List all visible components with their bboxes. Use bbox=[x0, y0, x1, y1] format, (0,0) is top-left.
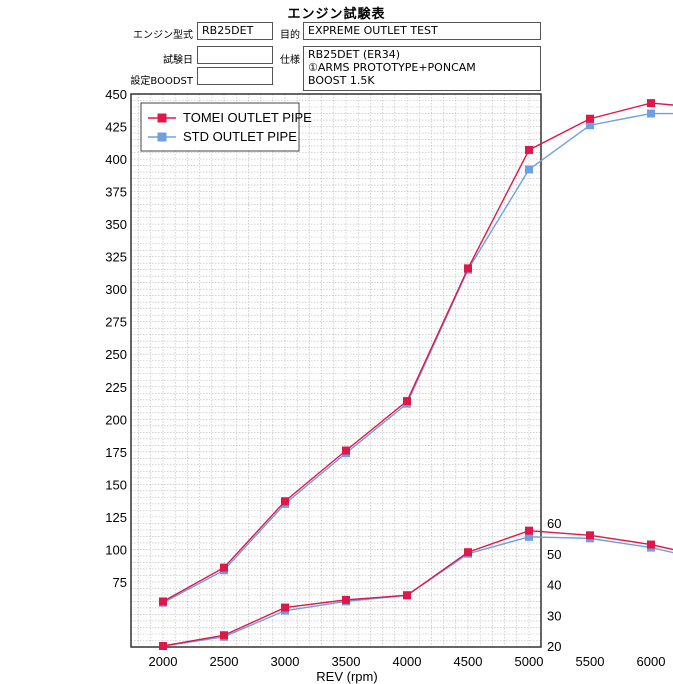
y-tick-left: 400 bbox=[105, 152, 127, 167]
data-point-tomei-right bbox=[342, 595, 350, 604]
data-point-tomei-right bbox=[586, 531, 594, 540]
series-line-std-left bbox=[162, 112, 673, 604]
x-tick: 4000 bbox=[393, 654, 422, 669]
x-tick: 5500 bbox=[576, 654, 605, 669]
data-point-tomei-left bbox=[159, 597, 167, 606]
data-point-tomei-right bbox=[220, 631, 228, 640]
legend-label-tomei: TOMEI OUTLET PIPE bbox=[183, 110, 312, 125]
series-line-tomei-left bbox=[162, 102, 673, 603]
y-tick-left: 200 bbox=[105, 412, 127, 427]
boost-label: 設定BOODST bbox=[130, 76, 193, 87]
data-point-tomei-left bbox=[525, 145, 533, 154]
x-tick: 3500 bbox=[332, 654, 361, 669]
data-point-tomei-right bbox=[159, 642, 167, 650]
data-point-std-right bbox=[525, 532, 533, 541]
data-point-tomei-left bbox=[464, 264, 472, 273]
series-line-tomei-right bbox=[162, 529, 673, 647]
spec-line-2: ①ARMS PROTOTYPE+PONCAM bbox=[308, 61, 476, 74]
x-tick: 4500 bbox=[454, 654, 483, 669]
data-point-tomei-left bbox=[220, 563, 228, 572]
y-tick-left: 350 bbox=[105, 217, 127, 232]
y-tick-right: 20 bbox=[547, 639, 561, 654]
data-point-tomei-left bbox=[647, 99, 655, 108]
data-point-std-left bbox=[647, 109, 655, 118]
y-tick-right: 60 bbox=[547, 516, 561, 531]
page-title: エンジン試験表 bbox=[287, 7, 386, 22]
spec-label: 仕様 bbox=[280, 55, 300, 66]
y-tick-left: 225 bbox=[105, 380, 127, 395]
data-point-tomei-right bbox=[281, 603, 289, 612]
data-point-std-left bbox=[586, 121, 594, 130]
spec-line-1: RB25DET (ER34) bbox=[308, 48, 400, 61]
y-tick-left: 100 bbox=[105, 542, 127, 557]
x-axis-label: REV (rpm) bbox=[316, 669, 377, 684]
test-date-field bbox=[197, 46, 273, 64]
series-line-std-right bbox=[162, 536, 673, 647]
purpose-field: EXPREME OUTLET TEST bbox=[303, 22, 541, 40]
x-tick: 6000 bbox=[637, 654, 666, 669]
x-tick: 2500 bbox=[210, 654, 239, 669]
y-tick-left: 150 bbox=[105, 477, 127, 492]
purpose-label: 目的 bbox=[280, 30, 300, 41]
y-tick-left: 425 bbox=[105, 120, 127, 135]
y-tick-left: 125 bbox=[105, 510, 127, 525]
data-point-tomei-right bbox=[525, 526, 533, 535]
data-point-tomei-left bbox=[403, 397, 411, 406]
x-tick: 3000 bbox=[271, 654, 300, 669]
y-tick-left: 175 bbox=[105, 445, 127, 460]
data-point-tomei-left bbox=[586, 114, 594, 123]
y-tick-left: 300 bbox=[105, 282, 127, 297]
x-tick: 5000 bbox=[515, 654, 544, 669]
data-point-tomei-right bbox=[403, 591, 411, 600]
data-point-tomei-right bbox=[464, 548, 472, 557]
legend-marker-tomei bbox=[157, 113, 167, 123]
y-tick-left: 250 bbox=[105, 347, 127, 362]
test-date-label: 試験日 bbox=[163, 55, 193, 66]
engine-type-label: エンジン型式 bbox=[133, 30, 193, 41]
y-tick-right: 40 bbox=[547, 578, 561, 593]
y-tick-left: 325 bbox=[105, 250, 127, 265]
spec-line-3: BOOST 1.5K bbox=[308, 74, 375, 87]
data-point-tomei-right bbox=[647, 540, 655, 549]
legend: TOMEI OUTLET PIPE STD OUTLET PIPE bbox=[140, 102, 312, 152]
y-tick-right: 50 bbox=[547, 547, 561, 562]
engine-type-field: RB25DET bbox=[197, 22, 273, 40]
y-tick-left: 450 bbox=[105, 87, 127, 102]
legend-marker-std bbox=[157, 132, 167, 142]
y-tick-left: 275 bbox=[105, 315, 127, 330]
data-point-std-left bbox=[525, 165, 533, 174]
x-tick: 2000 bbox=[149, 654, 178, 669]
y-tick-left: 75 bbox=[113, 575, 127, 590]
data-point-tomei-left bbox=[281, 497, 289, 506]
boost-field bbox=[197, 67, 273, 85]
legend-label-std: STD OUTLET PIPE bbox=[183, 129, 297, 144]
spec-field: RB25DET (ER34) ①ARMS PROTOTYPE+PONCAM BO… bbox=[303, 46, 541, 91]
data-point-tomei-left bbox=[342, 446, 350, 455]
plot-frame bbox=[130, 93, 542, 648]
legend-box bbox=[140, 102, 300, 152]
y-tick-left: 375 bbox=[105, 185, 127, 200]
y-tick-right: 30 bbox=[547, 608, 561, 623]
